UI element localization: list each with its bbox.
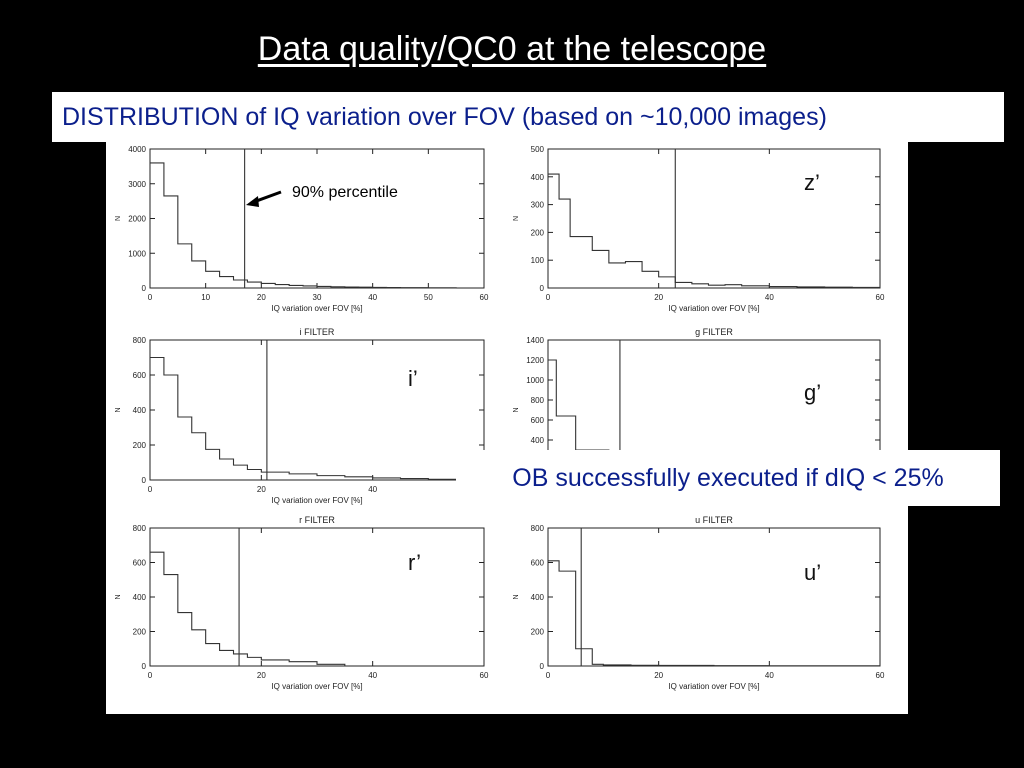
panel-title: r FILTER <box>299 515 335 525</box>
y-tick-label: 800 <box>133 524 147 533</box>
y-tick-label: 400 <box>133 406 147 415</box>
y-tick-label: 800 <box>133 336 147 345</box>
y-tick-label: 1000 <box>526 376 544 385</box>
y-axis-label: N <box>115 216 122 221</box>
x-tick-label: 0 <box>148 671 153 680</box>
histogram-panel-4: 0 200 400 600 800 0 20 40 60 N IQ variation over F… <box>115 515 489 691</box>
y-axis-label: N <box>115 407 122 412</box>
y-axis-label: N <box>513 216 520 221</box>
y-tick-label: 0 <box>142 476 147 485</box>
band-label: r’ <box>408 550 421 575</box>
plot-frame <box>547 527 881 667</box>
histogram-steps <box>150 551 346 666</box>
y-tick-label: 3000 <box>128 180 146 189</box>
histogram-steps <box>548 173 881 288</box>
y-tick-label: 1000 <box>128 249 146 258</box>
y-tick-label: 200 <box>133 441 147 450</box>
percentile-annotation: 90% percentile <box>246 184 398 207</box>
histogram-panel-5: 0 200 400 600 800 0 20 40 60 N IQ variation over F… <box>513 515 885 691</box>
x-tick-label: 40 <box>368 485 377 494</box>
slide-title: Data quality/QC0 at the telescope <box>257 30 767 68</box>
y-tick-label: 600 <box>133 559 147 568</box>
x-tick-label: 60 <box>876 293 885 302</box>
y-tick-label: 1400 <box>526 336 544 345</box>
panel-title: i FILTER <box>300 327 335 337</box>
x-tick-label: 20 <box>257 293 266 302</box>
y-tick-label: 400 <box>531 593 545 602</box>
x-tick-label: 30 <box>313 293 322 302</box>
histogram-panel-1: 0 100 200 300 400 500 0 20 40 60 N IQ variation ove… <box>513 145 885 313</box>
y-tick-label: 800 <box>531 396 545 405</box>
y-tick-label: 400 <box>531 436 545 445</box>
y-tick-label: 0 <box>540 662 545 671</box>
plot-frame <box>149 527 485 667</box>
histogram-steps <box>150 356 457 480</box>
y-axis-label: N <box>115 594 122 599</box>
x-tick-label: 40 <box>368 671 377 680</box>
y-tick-label: 100 <box>531 256 545 265</box>
x-tick-label: 60 <box>480 293 489 302</box>
y-tick-label: 200 <box>531 628 545 637</box>
x-tick-label: 0 <box>148 293 153 302</box>
x-tick-label: 0 <box>546 293 551 302</box>
subtitle-box: DISTRIBUTION of IQ variation over FOV (b… <box>52 92 1004 142</box>
y-tick-label: 2000 <box>128 215 146 224</box>
x-tick-label: 20 <box>654 671 663 680</box>
histogram-panel-3: 400 600 800 1000 1200 1400 Ng FILTER g’ <box>513 327 881 481</box>
band-label: g’ <box>804 380 821 405</box>
band-label: z’ <box>804 170 820 195</box>
panel-title: u FILTER <box>695 515 733 525</box>
arrow-head-icon <box>246 196 259 207</box>
x-tick-label: 20 <box>257 671 266 680</box>
histogram-panel-2: 0 200 400 600 800 0 20 40 N IQ variation over FOV… <box>115 327 485 505</box>
band-label: i’ <box>408 366 418 391</box>
x-tick-label: 50 <box>424 293 433 302</box>
x-tick-label: 20 <box>257 485 266 494</box>
x-tick-label: 40 <box>765 671 774 680</box>
y-tick-label: 4000 <box>128 145 146 154</box>
callout-box: OB successfully executed if dIQ < 25% <box>456 450 1000 506</box>
histogram-panel-0: 0 1000 2000 3000 4000 0 10 20 30 40 50 60 N IQ variat… <box>115 145 489 313</box>
x-axis-label: IQ variation over FOV [%] <box>271 496 362 505</box>
x-axis-label: IQ variation over FOV [%] <box>271 304 362 313</box>
y-tick-label: 0 <box>540 284 545 293</box>
y-tick-label: 0 <box>142 662 147 671</box>
plot-frame <box>547 148 881 289</box>
annotation-label: 90% percentile <box>292 184 398 201</box>
x-tick-label: 40 <box>765 293 774 302</box>
x-tick-label: 60 <box>876 671 885 680</box>
y-tick-label: 600 <box>531 559 545 568</box>
x-axis-label: IQ variation over FOV [%] <box>668 682 759 691</box>
panel-title: g FILTER <box>695 327 733 337</box>
y-tick-label: 1200 <box>526 356 544 365</box>
plot-panel: 0 1000 2000 3000 4000 0 10 20 30 40 50 60 N IQ variat… <box>106 142 908 714</box>
y-tick-label: 400 <box>531 173 545 182</box>
plot-frame <box>149 148 485 289</box>
y-tick-label: 400 <box>133 593 147 602</box>
plot-frame <box>149 339 485 481</box>
y-tick-label: 500 <box>531 145 545 154</box>
y-tick-label: 200 <box>133 628 147 637</box>
x-tick-label: 10 <box>201 293 210 302</box>
x-tick-label: 0 <box>148 485 153 494</box>
y-tick-label: 600 <box>531 416 545 425</box>
x-tick-label: 0 <box>546 671 551 680</box>
y-tick-label: 600 <box>133 371 147 380</box>
y-axis-label: N <box>513 594 520 599</box>
histogram-steps <box>548 560 881 667</box>
x-tick-label: 20 <box>654 293 663 302</box>
y-tick-label: 300 <box>531 201 545 210</box>
y-tick-label: 0 <box>142 284 147 293</box>
y-tick-label: 800 <box>531 524 545 533</box>
y-tick-label: 200 <box>531 228 545 237</box>
x-axis-label: IQ variation over FOV [%] <box>668 304 759 313</box>
x-tick-label: 40 <box>368 293 377 302</box>
x-tick-label: 60 <box>480 671 489 680</box>
band-label: u’ <box>804 560 821 585</box>
y-axis-label: N <box>513 407 520 412</box>
x-axis-label: IQ variation over FOV [%] <box>271 682 362 691</box>
histogram-steps <box>150 162 457 289</box>
